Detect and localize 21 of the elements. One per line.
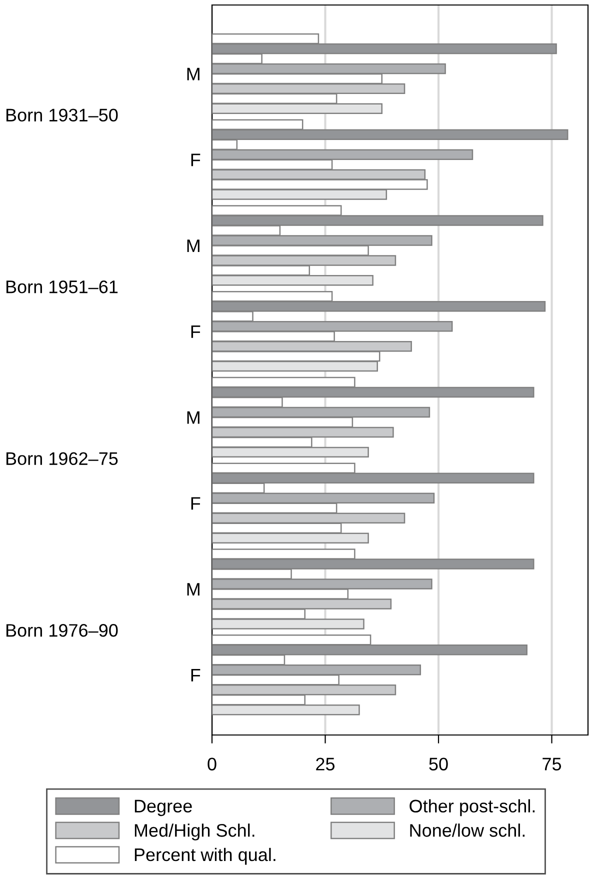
legend-label: Percent with qual.: [134, 848, 276, 865]
y-tick-label: M: [187, 68, 200, 80]
text: Born 1951–61: [6, 280, 118, 294]
y-tick-label: M: [187, 411, 200, 424]
text: Born 1962–75: [6, 452, 118, 466]
x-tick-label: 0: [208, 758, 216, 770]
y-tick-label: F: [191, 325, 200, 338]
y-tick-label: F: [191, 154, 200, 166]
y-tick-label: F: [191, 669, 200, 682]
y-tick-label: F: [191, 497, 200, 510]
legend-label: None/low schl.: [410, 824, 525, 837]
x-tick-label: 25: [316, 758, 335, 770]
text: Born 1931–50: [6, 108, 118, 122]
legend-label: Degree: [134, 800, 192, 816]
text: Born 1976–90: [6, 624, 118, 637]
y-tick-label: M: [187, 240, 200, 252]
x-tick-label: 50: [429, 758, 448, 770]
x-tick-label: 75: [542, 758, 562, 770]
legend-label: Med/High Schl.: [134, 824, 254, 840]
legend-label: Other post-schl.: [410, 799, 535, 816]
y-tick-label: M: [187, 583, 200, 596]
